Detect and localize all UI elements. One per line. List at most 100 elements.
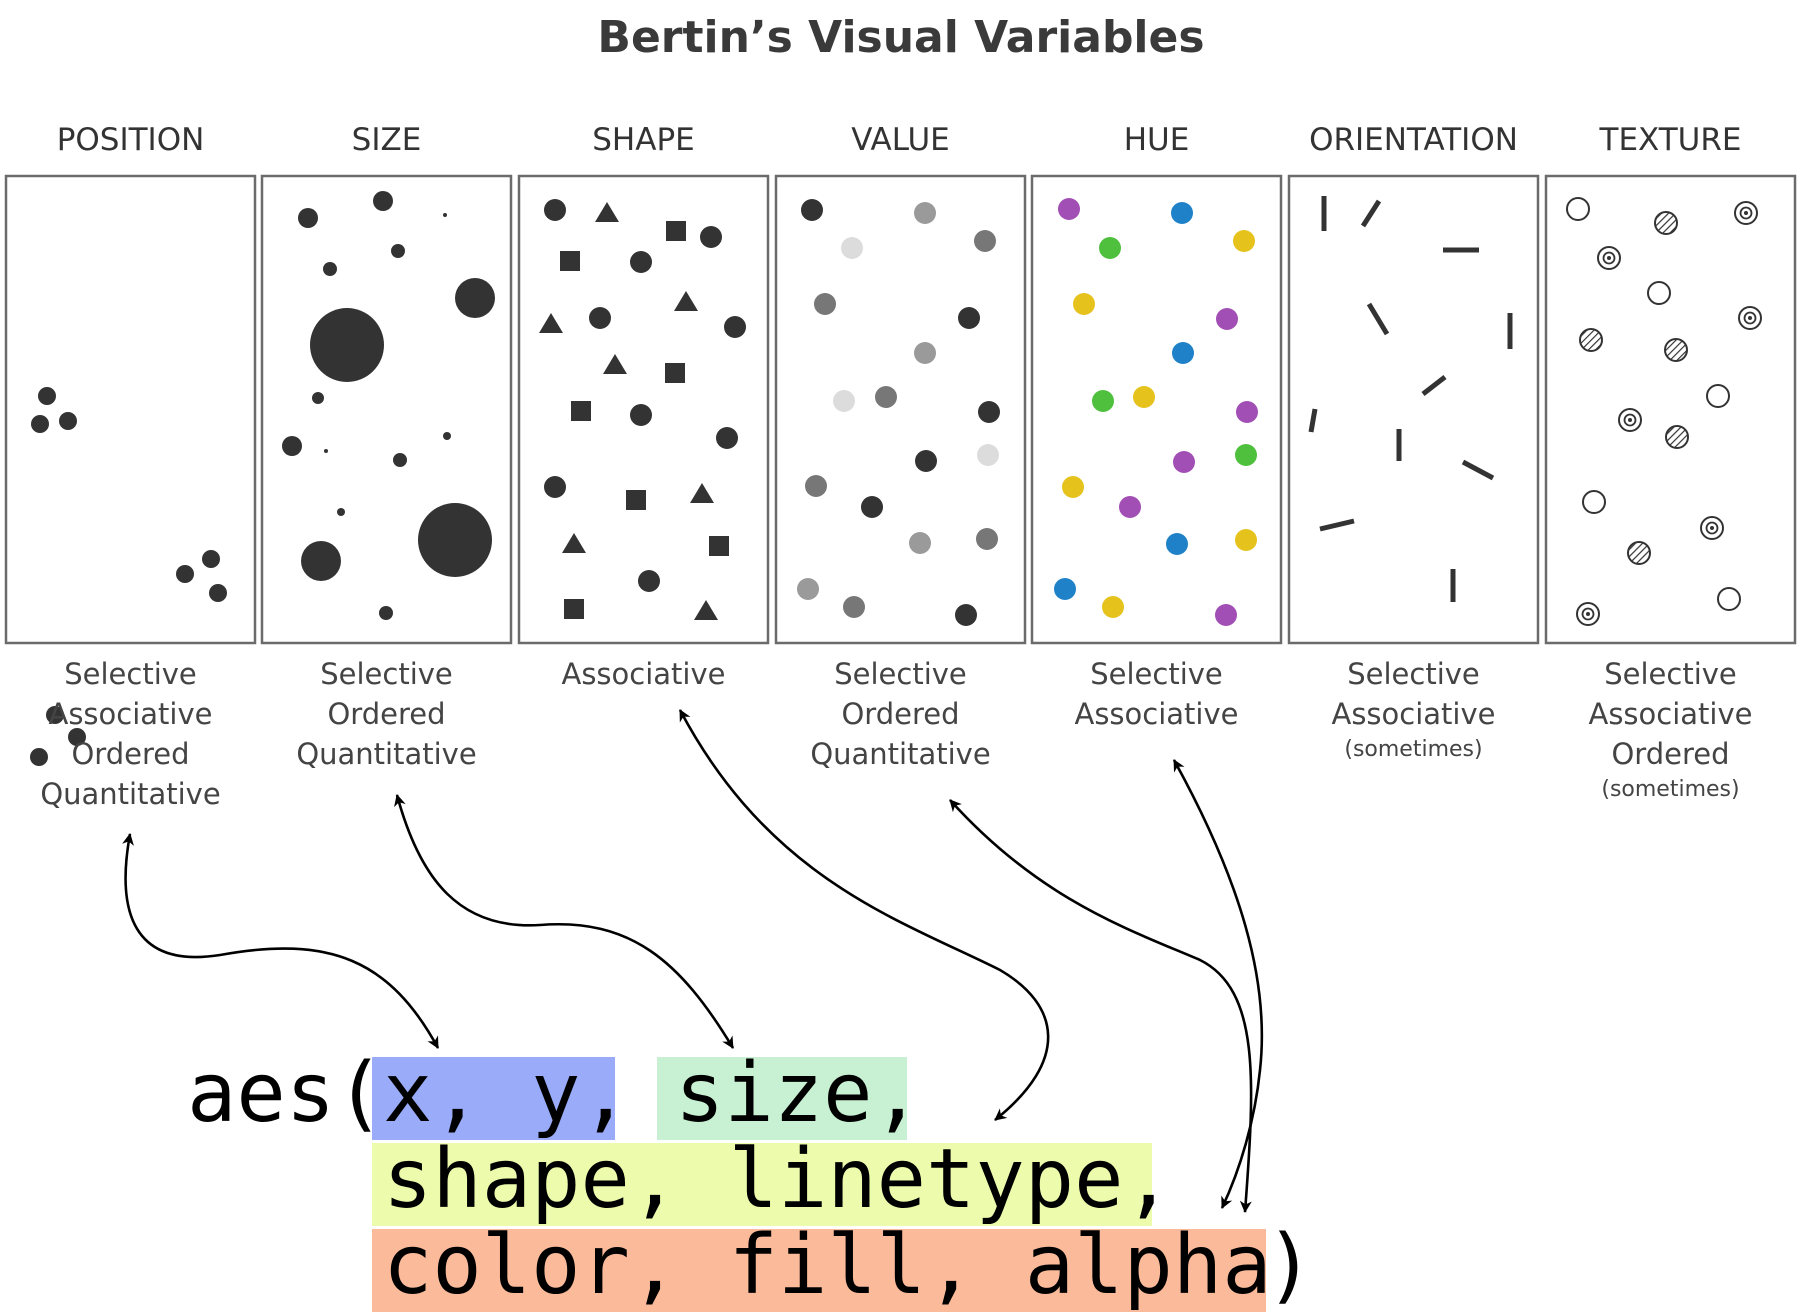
variable-panels: POSITION Selective Associative Ordered Quant… [4,122,1797,811]
mark-circle [978,401,1000,423]
mark-circle [323,262,337,276]
mark-circle [833,390,855,412]
highlight-position [372,1057,615,1140]
mark-square [666,221,686,241]
arrow-position-xy [122,833,440,1049]
mark-target-dot [1628,418,1632,422]
mark-circle [46,706,64,724]
mark-circle [1172,342,1194,364]
code-position-args: x, y, [383,1046,630,1141]
value-property: Ordered [841,697,959,731]
mark-circle [202,550,220,568]
mark-line [1308,408,1318,433]
value-heading: VALUE [851,122,949,158]
mark-triangle [562,533,586,553]
mark-square [560,251,580,271]
mark-circle [1119,496,1141,518]
mark-circle [797,578,819,600]
mark-square [571,401,591,421]
mark-triangle [595,202,619,222]
mark-circle [544,199,566,221]
mark-hatched-circle [1654,211,1678,235]
panel-position: POSITION Selective Associative Ordered Quant… [4,122,257,811]
mark-circle [1166,533,1188,555]
highlight-color [372,1229,1266,1312]
mark-circle [638,570,660,592]
mark-circle [977,444,999,466]
mark-hatched-circle [1664,338,1688,362]
code-shape-args: shape, linetype, [383,1132,1173,1227]
mark-circle [955,604,977,626]
mark-circle [801,199,823,221]
value-property: Quantitative [810,737,990,771]
mark-circle [630,404,652,426]
texture-property: Ordered [1611,737,1729,771]
mark-open-circle [1582,490,1606,514]
panel-shape: SHAPE Associative [517,122,770,691]
mark-circle [1216,308,1238,330]
mark-circle [1092,390,1114,412]
mark-circle [1054,578,1076,600]
mark-circle [1233,230,1255,252]
mark-circle [282,436,302,456]
mark-circle [298,208,318,228]
arrow-size [394,794,735,1049]
mark-circle [324,449,328,453]
mark-circle [700,226,722,248]
mark-line [1421,375,1447,396]
mark-circle [38,387,56,405]
mark-circle [1173,451,1195,473]
mark-circle [1099,237,1121,259]
mark-circle [176,565,194,583]
size-panel-frame [260,174,513,645]
mark-circle [724,316,746,338]
mark-target-dot [1586,612,1590,616]
size-property: Quantitative [296,737,476,771]
mark-square [665,363,685,383]
mark-circle [1236,401,1258,423]
value-property: Selective [834,657,967,691]
mark-line [1319,518,1355,532]
mark-target-dot [1607,256,1611,260]
orientation-property: Associative [1331,697,1495,731]
mark-open-circle [1566,197,1590,221]
mark-circle [841,237,863,259]
mark-circle [1133,386,1155,408]
mark-circle [805,475,827,497]
mark-circle [974,230,996,252]
orientation-heading: ORIENTATION [1309,122,1518,158]
code-suffix: ) [1265,1218,1314,1313]
mark-circle [716,427,738,449]
mark-open-circle [1647,281,1671,305]
mark-circle [843,596,865,618]
position-property: Selective [64,657,197,691]
mark-circle [630,251,652,273]
hue-property: Associative [1074,697,1238,731]
mark-circle [30,748,48,766]
position-property: Associative [48,697,212,731]
mark-circle [209,584,227,602]
mark-circle [861,496,883,518]
mark-circle [1235,529,1257,551]
mark-line [1360,199,1382,228]
mark-triangle [603,354,627,374]
mark-circle [391,244,405,258]
mark-circle [418,503,492,577]
orientation-property: Selective [1347,657,1480,691]
mark-circle [875,386,897,408]
mark-circle [310,308,384,382]
texture-note: (sometimes) [1601,777,1739,802]
mark-circle [914,342,936,364]
texture-panel-frame [1544,174,1797,645]
shape-heading: SHAPE [592,122,694,158]
mark-circle [589,307,611,329]
orientation-panel-frame [1287,174,1540,645]
mark-circle [443,432,451,440]
mark-circle [373,191,393,211]
aes-code: aes( x, y, size, shape, linetype, color,… [187,1046,1314,1313]
mark-circle [68,728,86,746]
shape-property: Associative [561,657,725,691]
position-property: Ordered [71,737,189,771]
size-property: Ordered [327,697,445,731]
mark-circle [914,202,936,224]
